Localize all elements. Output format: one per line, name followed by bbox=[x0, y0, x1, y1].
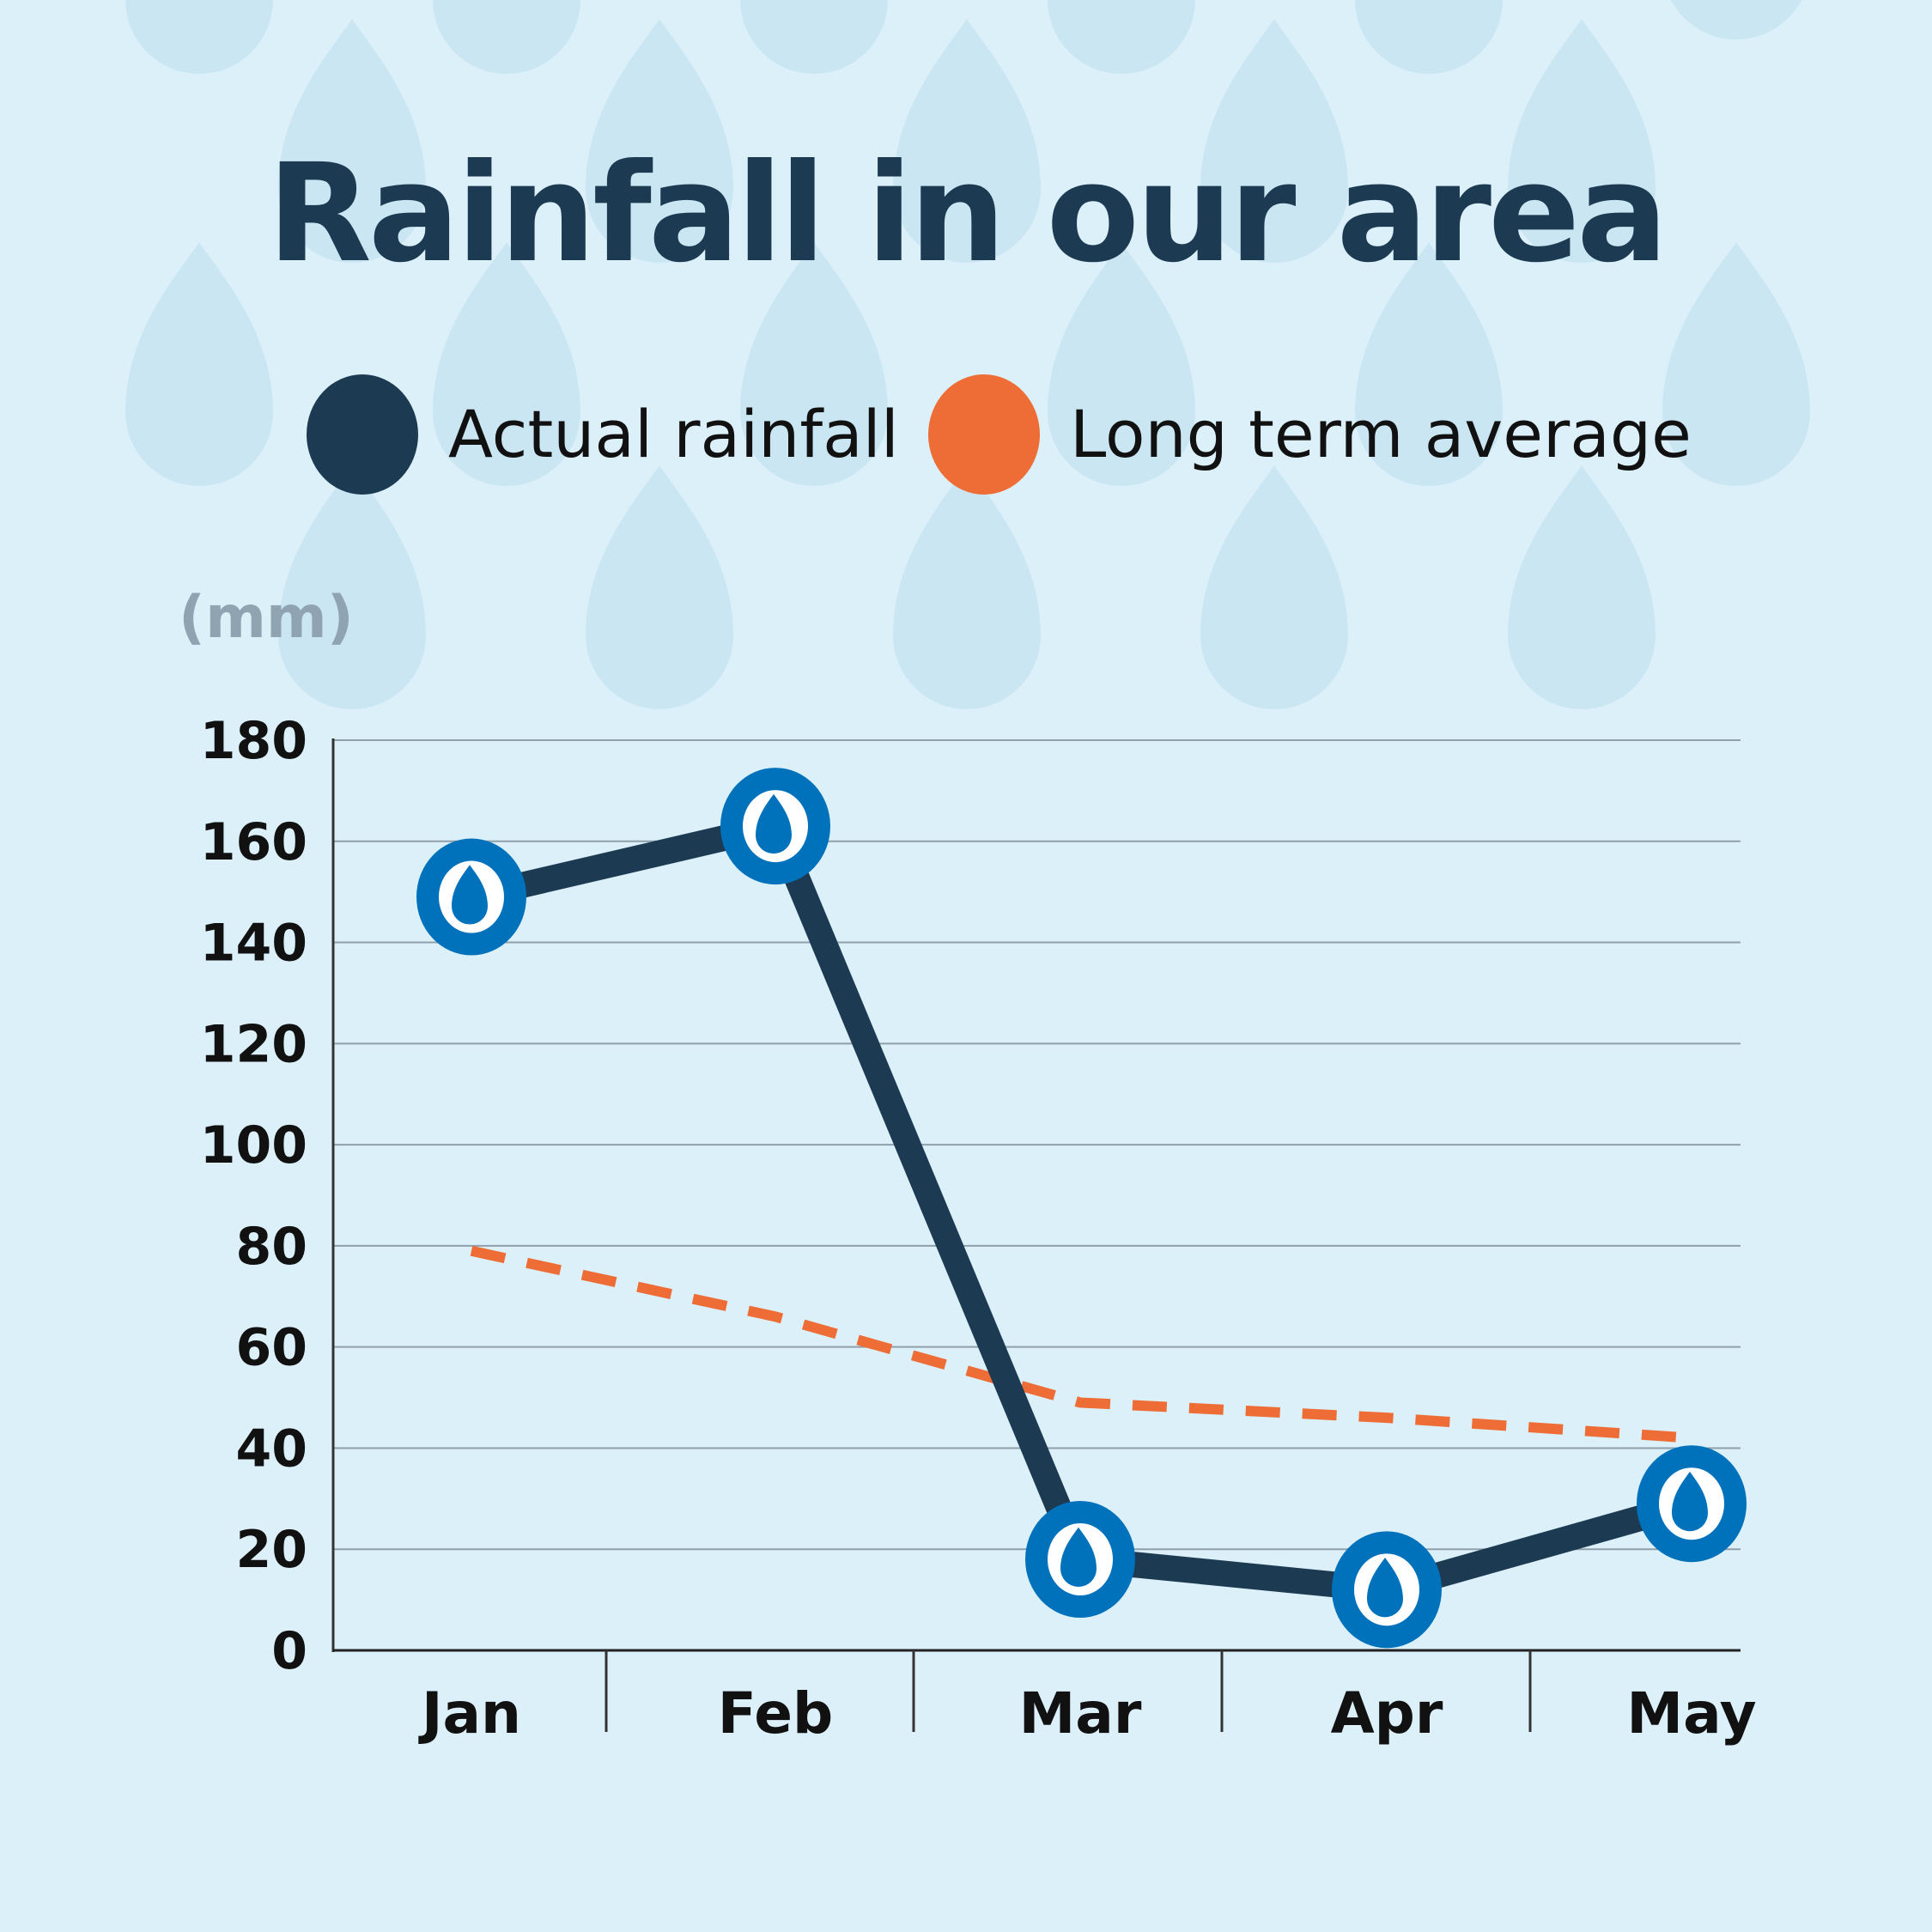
background-raindrop-icon bbox=[1662, 242, 1810, 486]
y-tick-label: 40 bbox=[236, 1419, 308, 1479]
raindrop-icon bbox=[756, 793, 792, 854]
background-raindrop-icon bbox=[433, 242, 580, 486]
orange-circle-icon bbox=[928, 374, 1040, 495]
dark-circle-icon bbox=[307, 374, 418, 495]
background-raindrop-icon bbox=[1200, 465, 1348, 709]
data-point-marker bbox=[720, 768, 830, 885]
background-raindrop-icon bbox=[1355, 242, 1503, 486]
raindrop-icon bbox=[1060, 1527, 1097, 1587]
x-tick-label: Mar bbox=[1019, 1680, 1142, 1747]
background-raindrop-icon bbox=[125, 242, 273, 486]
x-tick-label: Jan bbox=[418, 1680, 521, 1747]
background-raindrop-icon bbox=[1508, 465, 1656, 709]
background-raindrop-icon bbox=[1508, 19, 1656, 263]
y-tick-label: 160 bbox=[200, 812, 307, 872]
background-raindrop-icon bbox=[1200, 19, 1348, 263]
background-raindrop-icon bbox=[740, 0, 888, 74]
background-raindrop-icon bbox=[893, 465, 1041, 709]
x-tick-label: May bbox=[1626, 1680, 1756, 1747]
legend-label-average: Long term average bbox=[1070, 396, 1692, 472]
y-tick-label: 140 bbox=[200, 914, 307, 974]
data-point-marker bbox=[1332, 1531, 1442, 1649]
series-line-long-term-average bbox=[470, 1245, 1692, 1443]
background-raindrop-icon bbox=[586, 465, 733, 709]
raindrop-icon bbox=[1672, 1471, 1708, 1532]
background-raindrop-icon bbox=[278, 465, 426, 709]
y-tick-label: 0 bbox=[271, 1621, 307, 1681]
y-tick-label: 180 bbox=[200, 711, 307, 771]
background-raindrop-icon bbox=[125, 0, 273, 74]
raindrop-icon bbox=[1367, 1558, 1403, 1618]
legend-item-actual: Actual rainfall bbox=[307, 374, 899, 495]
legend-item-average: Long term average bbox=[928, 374, 1692, 495]
legend-label-actual: Actual rainfall bbox=[448, 396, 899, 472]
background-raindrop-icon bbox=[893, 19, 1041, 263]
data-point-marker bbox=[1637, 1445, 1747, 1563]
raindrop-icon bbox=[452, 865, 488, 925]
y-tick-label: 80 bbox=[236, 1217, 308, 1277]
background-raindrop-icon bbox=[433, 0, 580, 74]
y-tick-label: 120 bbox=[200, 1014, 307, 1074]
y-tick-label: 100 bbox=[200, 1115, 307, 1176]
chart-title: Rainfall in our area bbox=[267, 135, 1668, 293]
y-tick-label: 20 bbox=[236, 1520, 308, 1580]
background-raindrop-icon bbox=[586, 19, 733, 263]
background-raindrop-icon bbox=[1048, 0, 1195, 74]
data-point-marker bbox=[416, 838, 526, 956]
data-point-marker bbox=[1025, 1501, 1135, 1618]
y-tick-label: 60 bbox=[236, 1318, 308, 1378]
background-raindrop-icon bbox=[1670, 0, 1802, 39]
series-line-actual-rainfall bbox=[468, 813, 1696, 1603]
background-raindrop-icon bbox=[740, 242, 888, 486]
background-raindrop-icon bbox=[278, 19, 426, 263]
background-raindrop-icon bbox=[1048, 242, 1195, 486]
x-tick-label: Feb bbox=[718, 1680, 833, 1747]
x-tick-label: Apr bbox=[1331, 1680, 1443, 1747]
y-axis-unit-label: (mm) bbox=[179, 584, 354, 652]
background-raindrop-icon bbox=[1355, 0, 1503, 74]
